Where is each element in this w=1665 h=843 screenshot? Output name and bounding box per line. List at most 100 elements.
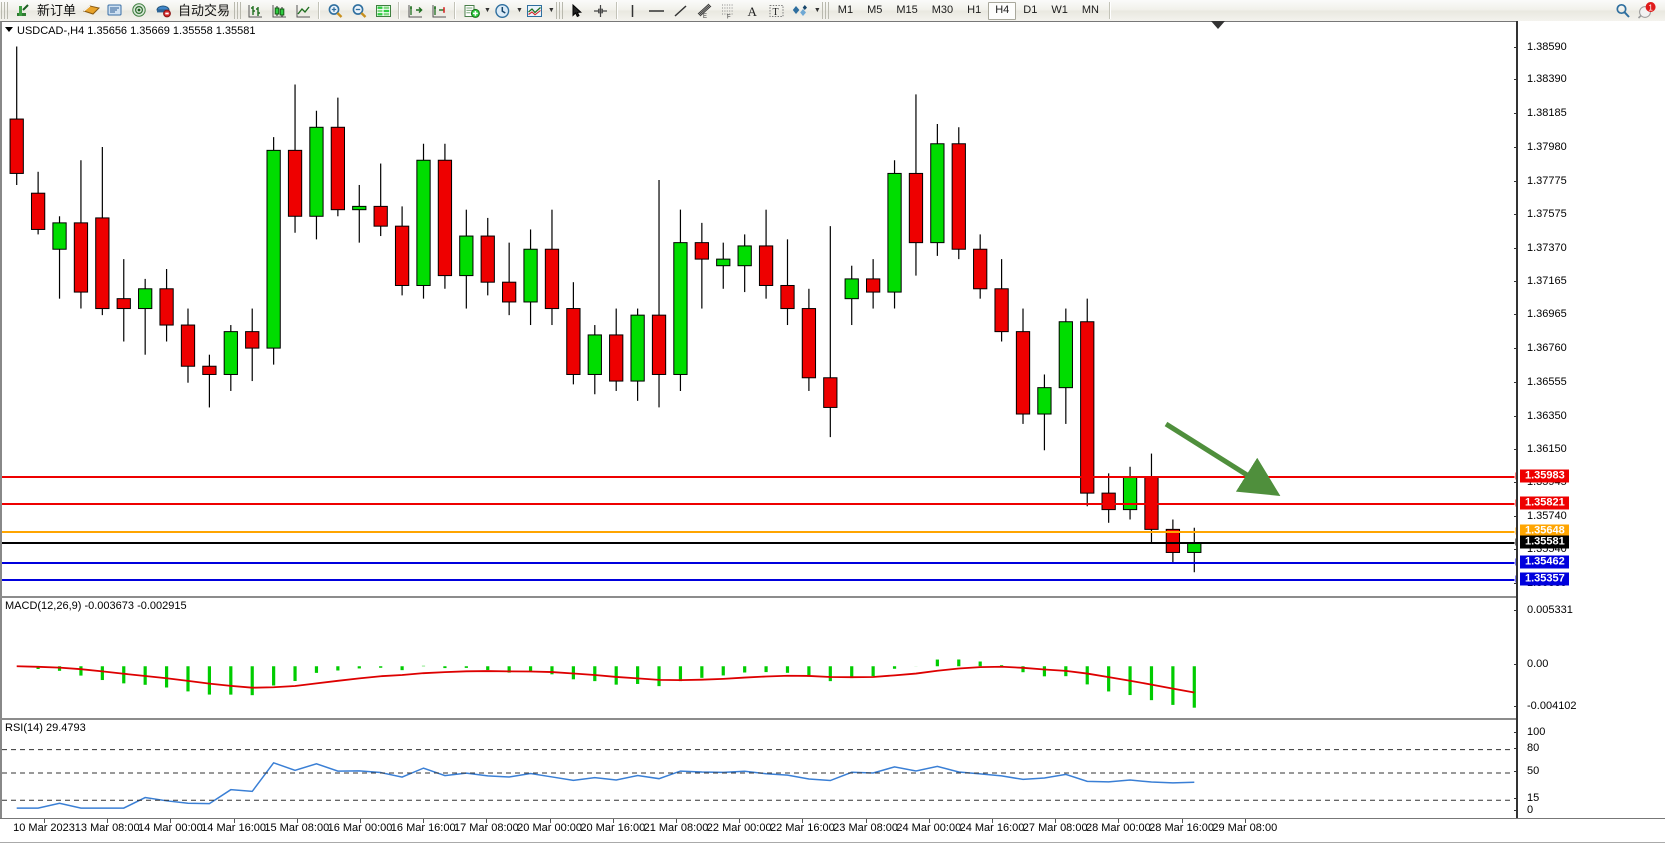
time-tick-label: 22 Mar 16:00 <box>769 822 835 834</box>
toolbar-separator-5 <box>1108 2 1111 19</box>
price-tick-label: 1.36965 <box>1527 308 1567 321</box>
time-tick-label: 14 Mar 00:00 <box>137 822 203 834</box>
chart-dropdown-icon[interactable] <box>5 27 13 32</box>
chart-top-marker-icon <box>1211 21 1225 29</box>
current-bid-price-tag[interactable]: 1.35581 <box>1520 535 1569 549</box>
chart-symbol-bar[interactable]: USDCAD-,H4 1.35656 1.35669 1.35558 1.355… <box>5 25 256 37</box>
time-axis[interactable]: 10 Mar 2023 13 Mar 08:00 14 Mar 00:00 14 Ma… <box>0 818 1665 843</box>
macd-subchart[interactable]: MACD(12,26,9) -0.003673 -0.002915 <box>0 596 1516 716</box>
rsi-label: RSI(14) 29.4793 <box>5 722 86 734</box>
toolbar-grip[interactable] <box>1 2 8 19</box>
horizontal-line-button[interactable] <box>645 1 669 20</box>
find-icon <box>1616 3 1630 18</box>
time-tick-label: 28 Mar 16:00 <box>1149 822 1215 834</box>
vertical-line-button[interactable] <box>621 1 645 20</box>
resistance-level-2-tag[interactable]: 1.35821 <box>1520 496 1569 510</box>
toolbar-grip-2[interactable] <box>234 2 242 19</box>
timeframe-h4[interactable]: H4 <box>988 1 1017 20</box>
text-label-button[interactable]: T <box>765 1 789 20</box>
timeframe-h1[interactable]: H1 <box>967 3 982 16</box>
data-window-button[interactable] <box>371 1 395 20</box>
macd-tick <box>1514 706 1518 707</box>
main-toolbar: 新订单 自动交易 <box>0 0 1665 22</box>
auto-trading-label[interactable]: 自动交易 <box>178 3 231 18</box>
line-chart-button[interactable] <box>291 1 315 20</box>
down-arrow-annotation[interactable] <box>1158 418 1318 528</box>
toolbar-grip-4[interactable] <box>821 2 829 19</box>
price-tick <box>1514 549 1518 551</box>
hline-icon <box>649 9 665 12</box>
expert-advisors-button[interactable] <box>79 1 103 20</box>
price-tick-label: 1.37775 <box>1527 174 1567 187</box>
find-button[interactable] <box>1611 1 1635 20</box>
rsi-series <box>2 749 1514 809</box>
alert-badge-count: 1 <box>1648 4 1653 13</box>
price-tick <box>1514 281 1518 283</box>
new-order-icon <box>16 4 29 16</box>
terminal-button[interactable] <box>103 1 127 20</box>
trendline-button[interactable] <box>669 1 693 20</box>
auto-scroll-button[interactable] <box>427 1 451 20</box>
fibonacci-button[interactable]: F <box>717 1 741 20</box>
timeframe-m5[interactable]: M5 <box>867 3 883 16</box>
templates-dropdown-arrow[interactable]: ▼ <box>547 7 555 14</box>
candlestick-chart-button[interactable] <box>267 1 291 20</box>
new-order-button[interactable] <box>10 1 34 20</box>
period-button[interactable] <box>491 1 515 20</box>
add-indicator-dropdown-arrow[interactable]: ▼ <box>484 7 491 14</box>
timeframe-w1[interactable]: W1 <box>1051 3 1068 16</box>
toolbar-grip-3[interactable] <box>555 2 563 19</box>
pending-order-level-tag[interactable]: 1.35648 <box>1520 524 1569 538</box>
auto-trading-icon <box>156 5 171 18</box>
price-tick-label: 1.36760 <box>1527 342 1567 355</box>
candlestick-chart-icon <box>272 4 286 17</box>
timeframe-m30[interactable]: M30 <box>931 3 954 16</box>
chart-window[interactable]: USDCAD-,H4 1.35656 1.35669 1.35558 1.355… <box>0 21 1665 843</box>
auto-trading-button[interactable] <box>151 1 175 20</box>
period-dropdown-arrow[interactable]: ▼ <box>515 7 523 14</box>
chart-shift-icon <box>408 4 423 17</box>
add-indicator-button[interactable] <box>459 1 483 20</box>
cursor-button[interactable] <box>565 1 589 20</box>
shapes-button[interactable] <box>789 1 813 20</box>
price-level-line-6[interactable] <box>2 579 1516 582</box>
support-level-1-tag[interactable]: 1.35462 <box>1520 555 1569 569</box>
shapes-dropdown-arrow[interactable]: ▼ <box>813 7 821 14</box>
time-tick <box>802 819 804 823</box>
support-level-2-tag[interactable]: 1.35357 <box>1520 572 1569 586</box>
rsi-subchart[interactable]: RSI(14) 29.4793 <box>0 718 1516 818</box>
equidistant-channel-button[interactable]: E <box>693 1 717 20</box>
time-tick-label: 13 Mar 08:00 <box>74 822 140 834</box>
timeframe-d1[interactable]: D1 <box>1023 3 1038 16</box>
signals-button[interactable] <box>127 1 151 20</box>
candlestick-series <box>9 46 1202 573</box>
crosshair-button[interactable] <box>589 1 613 20</box>
macd-series <box>16 659 1196 708</box>
rsi-tick-label: 80 <box>1527 741 1540 754</box>
svg-text:A: A <box>748 4 758 19</box>
bar-chart-button[interactable] <box>243 1 267 20</box>
zoom-in-button[interactable] <box>323 1 347 20</box>
price-tick <box>1514 582 1518 584</box>
timeframe-m1[interactable]: M1 <box>837 3 854 16</box>
resistance-level-1-tag[interactable]: 1.35983 <box>1520 469 1569 483</box>
price-level-line-4[interactable] <box>2 542 1516 545</box>
timeframe-m15[interactable]: M15 <box>896 3 918 16</box>
zoom-out-icon <box>352 3 366 18</box>
shapes-icon <box>793 4 808 16</box>
templates-button[interactable] <box>523 1 547 20</box>
chart-shift-button[interactable] <box>403 1 427 20</box>
alerts-button[interactable]: 1 <box>1635 1 1659 20</box>
rsi-tick-label: 50 <box>1527 765 1540 777</box>
price-level-line-2[interactable] <box>2 502 1516 505</box>
text-button[interactable]: A <box>741 1 765 20</box>
price-level-line-1[interactable] <box>2 476 1516 479</box>
zoom-out-button[interactable] <box>347 1 371 20</box>
time-tick-label: 16 Mar 16:00 <box>390 822 456 834</box>
new-order-label[interactable]: 新订单 <box>37 3 77 18</box>
macd-axis: 0.005331 0.00 -0.004102 <box>1514 596 1665 716</box>
price-level-line-3[interactable] <box>2 531 1516 534</box>
price-axis[interactable]: 1.38590 1.38390 1.38185 1.37980 1.37775 1.375… <box>1514 21 1665 818</box>
price-level-line-5[interactable] <box>2 562 1516 564</box>
timeframe-mn[interactable]: MN <box>1081 3 1099 16</box>
